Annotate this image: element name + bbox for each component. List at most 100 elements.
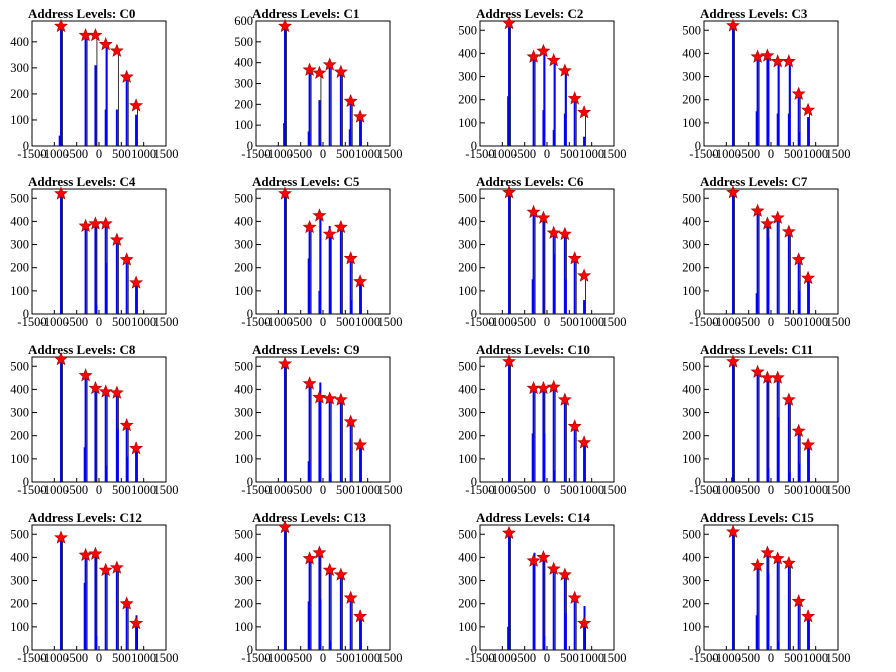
peak-marker — [353, 437, 368, 451]
y-tick-label: 200 — [234, 429, 253, 443]
y-tick-label: 400 — [682, 382, 701, 396]
x-tick-label: 1000 — [579, 651, 604, 665]
y-tick-label: 0 — [471, 475, 477, 489]
peak-marker — [781, 392, 796, 406]
y-tick-label: 100 — [234, 620, 253, 634]
y-tick-label: 200 — [458, 597, 477, 611]
chart-title: Address Levels: C10 — [476, 342, 590, 357]
plot-frame — [31, 524, 167, 651]
x-tick-label: 500 — [112, 483, 131, 497]
x-tick-label: 500 — [784, 651, 803, 665]
x-tick-label: -1500 — [465, 651, 494, 665]
x-tick-label: 1000 — [803, 483, 828, 497]
x-tick-label: -500 — [65, 147, 88, 161]
x-tick-label: -1500 — [241, 651, 270, 665]
peak-marker — [278, 18, 292, 33]
y-tick-label: 0 — [471, 643, 477, 657]
y-tick-label: 100 — [458, 284, 477, 298]
x-tick-label: -1000 — [712, 147, 741, 161]
peak-marker — [343, 251, 358, 265]
peak-marker — [129, 441, 144, 455]
y-tick-label: 200 — [682, 93, 701, 107]
x-tick-label: -500 — [737, 483, 760, 497]
peak-marker — [54, 530, 68, 544]
x-tick-label: 1500 — [602, 147, 627, 161]
chart-title: Address Levels: C0 — [28, 6, 135, 21]
y-tick-label: 100 — [234, 284, 253, 298]
x-tick-label: 0 — [768, 147, 774, 161]
x-tick-label: 0 — [544, 651, 550, 665]
peak-marker — [760, 48, 775, 62]
peak-marker — [98, 562, 113, 577]
y-tick-label: 200 — [458, 93, 477, 107]
y-tick-label: 500 — [458, 23, 477, 37]
chart-title: Address Levels: C3 — [700, 6, 808, 21]
peak-marker — [322, 562, 337, 577]
peak-marker — [526, 553, 541, 567]
peak-marker — [567, 251, 582, 265]
y-tick-label: 0 — [695, 139, 701, 153]
y-tick-label: 200 — [234, 597, 253, 611]
plot-frame — [31, 356, 167, 483]
peak-marker — [302, 219, 317, 234]
x-tick-label: -1500 — [17, 651, 46, 665]
x-tick-label: 0 — [320, 483, 326, 497]
peak-marker — [577, 616, 592, 630]
peak-marker — [343, 590, 358, 604]
x-tick-label: -1000 — [264, 147, 293, 161]
x-tick-label: -500 — [513, 651, 536, 665]
chart-panel-7: Address Levels: C70100200300400500-1500-… — [682, 174, 850, 329]
peak-marker — [312, 390, 327, 404]
chart-title: Address Levels: C14 — [476, 510, 590, 525]
peak-marker — [502, 185, 516, 199]
chart-panel-12: Address Levels: C12 0 100 200 300 400 500 -1500… — [10, 510, 178, 665]
x-tick-label: -1000 — [40, 483, 69, 497]
y-tick-label: 100 — [682, 620, 701, 634]
y-tick-label: 100 — [682, 116, 701, 130]
x-tick-label: -500 — [65, 315, 88, 329]
peak-marker — [109, 560, 124, 574]
y-tick-label: 100 — [458, 452, 477, 466]
y-tick-label: 400 — [10, 550, 29, 564]
peak-marker — [760, 545, 775, 559]
peak-marker — [557, 567, 572, 581]
chart-panel-1: Address Levels: C1 0 100 200 300 400 500 600 -15… — [234, 6, 402, 161]
peak-marker — [98, 216, 113, 230]
x-tick-label: -1500 — [17, 147, 46, 161]
peak-marker — [302, 551, 317, 565]
chart-panel-14: Address Levels: C14 0 100 200 300 400 500 -1500… — [458, 510, 626, 665]
y-tick-label: 400 — [682, 46, 701, 60]
x-tick-label: -500 — [513, 147, 536, 161]
y-tick-label: 300 — [682, 406, 701, 420]
y-tick-label: 200 — [234, 261, 253, 275]
peak-marker — [129, 98, 144, 112]
y-tick-label: 400 — [10, 35, 29, 49]
y-tick-label: 0 — [23, 307, 29, 321]
peak-marker — [78, 368, 93, 382]
chart-panel-15: Address Levels: C15 0 100 200 300 400 500 -1500… — [682, 510, 850, 665]
peak-marker — [726, 354, 740, 368]
y-tick-label: 300 — [682, 574, 701, 588]
chart-panel-5: Address Levels: C50100200300400500-1500-… — [234, 174, 402, 329]
x-tick-label: -1000 — [712, 315, 741, 329]
x-tick-label: 0 — [768, 483, 774, 497]
x-tick-label: 1000 — [131, 651, 156, 665]
peak-marker — [502, 15, 516, 30]
y-tick-label: 500 — [234, 359, 253, 373]
y-tick-label: 300 — [458, 406, 477, 420]
y-tick-label: 300 — [682, 238, 701, 252]
y-tick-label: 500 — [234, 527, 253, 541]
x-tick-label: 1500 — [154, 147, 179, 161]
y-tick-label: 500 — [234, 191, 253, 205]
peak-marker — [577, 105, 592, 119]
x-tick-label: 1000 — [131, 315, 156, 329]
y-tick-label: 300 — [234, 574, 253, 588]
y-tick-label: 400 — [10, 382, 29, 396]
x-tick-label: 500 — [784, 147, 803, 161]
x-tick-label: 1500 — [826, 651, 851, 665]
x-tick-label: -500 — [65, 483, 88, 497]
x-tick-label: 1500 — [154, 483, 179, 497]
peak-marker — [791, 252, 806, 266]
peak-marker — [312, 65, 327, 79]
y-tick-label: 300 — [458, 238, 477, 252]
